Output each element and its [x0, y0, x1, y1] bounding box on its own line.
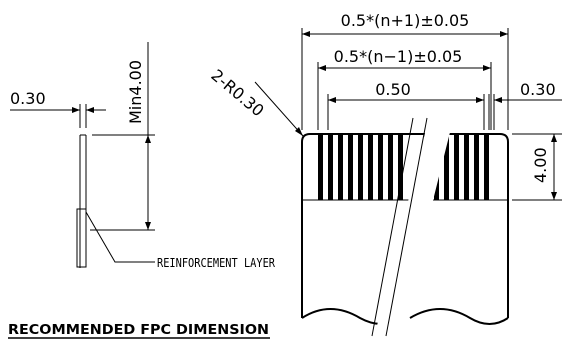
contact-finger [358, 134, 363, 200]
radius-leader [254, 81, 304, 137]
overall-width-label: 0.5*(n+1)±0.05 [341, 11, 470, 30]
contact-arrow-top [551, 134, 557, 142]
caption: RECOMMENDED FPC DIMENSION [8, 323, 269, 338]
contact-finger [348, 134, 353, 200]
overall-arrow-right [500, 31, 508, 37]
corner-radius-label: 2-R0.30 [207, 66, 267, 121]
minlen-arrow-top [145, 135, 151, 143]
fpc-outline-upper [301, 133, 509, 200]
span-arrow-right [483, 65, 491, 71]
finger-width-label: 0.30 [520, 80, 556, 99]
contact-finger [474, 134, 479, 200]
side-view: 0.30 Min4.00 REINFORCEMENT LAYER [10, 42, 276, 270]
contact-length-label: 4.00 [531, 147, 550, 183]
reinforcement-layer-shape [76, 208, 87, 268]
pitch-arrow-right [476, 97, 484, 103]
min-length-label: Min4.00 [126, 60, 145, 124]
contact-finger [338, 134, 343, 200]
span-arrow-left [318, 65, 326, 71]
thickness-label: 0.30 [10, 89, 46, 108]
fpc-wavy-bottom-right [409, 308, 509, 325]
contact-finger [454, 134, 459, 200]
thickness-arrow-right [86, 107, 94, 113]
break-line-left [371, 117, 414, 337]
contact-finger [318, 134, 323, 200]
finger-arrow [494, 97, 502, 103]
contact-finger [388, 134, 393, 200]
contact-finger [444, 134, 449, 200]
contact-finger [328, 134, 333, 200]
contact-finger [368, 134, 373, 200]
reinforcement-label: REINFORCEMENT LAYER [157, 256, 276, 270]
contact-finger [484, 134, 489, 200]
pitch-arrow-left [328, 97, 336, 103]
minlen-arrow-bottom [145, 222, 151, 230]
contact-finger [378, 134, 383, 200]
pitch-label: 0.50 [375, 80, 411, 99]
break-line-right [385, 117, 428, 337]
top-view: 0.5*(n+1)±0.05 0.5*(n−1)±0.05 0.50 0.30 … [207, 11, 562, 337]
contact-arrow-bottom [551, 192, 557, 200]
overall-arrow-left [302, 31, 310, 37]
break-gap [375, 118, 453, 336]
radius-arrow [295, 127, 303, 136]
reinforcement-leader [85, 211, 155, 263]
thickness-arrow-left [72, 107, 80, 113]
contact-finger [398, 134, 403, 200]
pitch-span-label: 0.5*(n−1)±0.05 [334, 47, 463, 66]
contact-finger [464, 134, 469, 200]
